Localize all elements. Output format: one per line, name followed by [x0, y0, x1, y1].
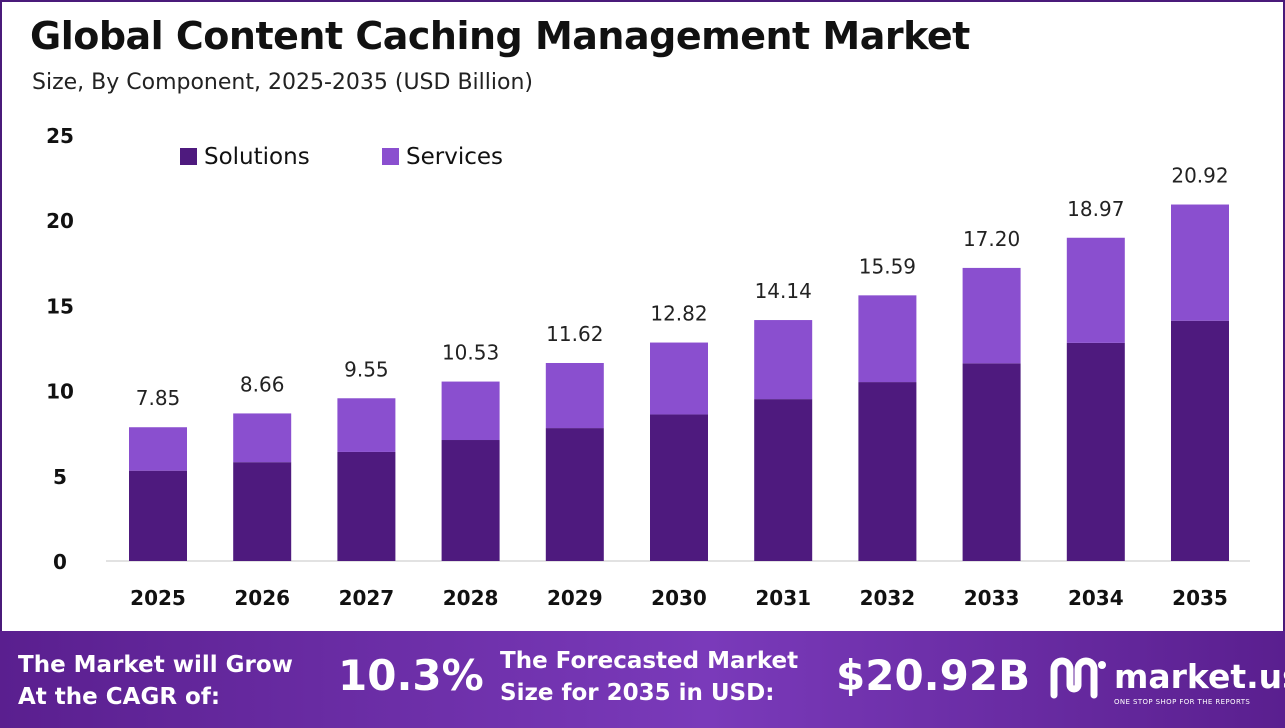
bar-services-2025 [129, 427, 187, 471]
total-label-2032: 15.59 [859, 254, 916, 278]
bar-services-2029 [545, 362, 604, 429]
total-label-2031: 14.14 [755, 279, 812, 303]
legend-label-services: Services [406, 144, 503, 170]
bar-solutions-2032 [858, 382, 917, 561]
brand-tagline: ONE STOP SHOP FOR THE REPORTS [1114, 698, 1251, 706]
x-tick-label-2027: 2027 [339, 586, 395, 610]
x-tick-label-2035: 2035 [1172, 586, 1228, 610]
cagr-label-line1: The Market will Grow [18, 652, 293, 678]
total-label-2027: 9.55 [344, 357, 389, 381]
x-tick-label-2034: 2034 [1068, 586, 1124, 610]
footer-banner: The Market will Grow At the CAGR of: 10.… [0, 631, 1285, 728]
legend-label-solutions: Solutions [204, 144, 310, 170]
x-tick-label-2032: 2032 [860, 586, 916, 610]
x-tick-label-2030: 2030 [651, 586, 707, 610]
bar-solutions-2031 [754, 399, 813, 561]
bar-chart: 05101520257.8520258.6620269.55202710.532… [46, 124, 1250, 610]
bar-solutions-2027 [337, 451, 396, 561]
bar-services-2032 [858, 295, 917, 383]
cagr-value: 10.3% [338, 651, 484, 700]
total-label-2033: 17.20 [963, 227, 1020, 251]
y-tick-label: 0 [53, 550, 67, 574]
bar-solutions-2030 [650, 414, 708, 561]
bar-solutions-2034 [1066, 342, 1125, 561]
bar-services-2034 [1066, 237, 1125, 343]
bar-solutions-2029 [545, 428, 604, 561]
total-label-2029: 11.62 [546, 322, 603, 346]
total-label-2028: 10.53 [442, 341, 499, 365]
x-tick-label-2031: 2031 [755, 586, 811, 610]
cagr-label-line2: At the CAGR of: [18, 684, 221, 710]
bar-services-2031 [754, 320, 813, 400]
y-tick-label: 25 [46, 124, 74, 148]
forecast-label-line2: Size for 2035 in USD: [500, 680, 775, 706]
bar-solutions-2028 [441, 440, 500, 561]
total-label-2026: 8.66 [240, 372, 285, 396]
bar-services-2030 [650, 342, 708, 415]
total-label-2030: 12.82 [650, 302, 707, 326]
bar-solutions-2033 [962, 363, 1021, 561]
bar-solutions-2035 [1171, 320, 1229, 561]
bar-services-2035 [1171, 204, 1229, 321]
total-label-2034: 18.97 [1067, 197, 1124, 221]
bar-services-2026 [233, 413, 292, 463]
y-tick-label: 10 [46, 380, 74, 404]
legend-swatch-solutions [180, 148, 197, 165]
y-tick-label: 5 [53, 465, 67, 489]
chart-subtitle: Size, By Component, 2025-2035 (USD Billi… [32, 70, 533, 95]
x-tick-label-2025: 2025 [130, 586, 186, 610]
bar-services-2033 [962, 267, 1021, 364]
y-tick-label: 20 [46, 209, 74, 233]
bar-solutions-2026 [233, 462, 292, 561]
x-tick-label-2029: 2029 [547, 586, 603, 610]
total-label-2035: 20.92 [1171, 164, 1228, 188]
y-tick-label: 15 [46, 294, 74, 318]
x-tick-label-2028: 2028 [443, 586, 499, 610]
brand-logo: market.us ONE STOP SHOP FOR THE REPORTS [1048, 653, 1285, 713]
market-us-logo-icon [1050, 657, 1106, 699]
x-tick-label-2033: 2033 [964, 586, 1020, 610]
bar-solutions-2025 [129, 470, 187, 561]
legend-swatch-services [382, 148, 399, 165]
forecast-label-line1: The Forecasted Market [500, 648, 799, 674]
forecast-value: $20.92B [836, 651, 1031, 700]
brand-name: market.us [1114, 657, 1285, 696]
bar-services-2028 [441, 381, 500, 441]
x-tick-label-2026: 2026 [234, 586, 290, 610]
bar-services-2027 [337, 398, 396, 452]
chart-title: Global Content Caching Management Market [30, 14, 970, 58]
total-label-2025: 7.85 [136, 386, 181, 410]
